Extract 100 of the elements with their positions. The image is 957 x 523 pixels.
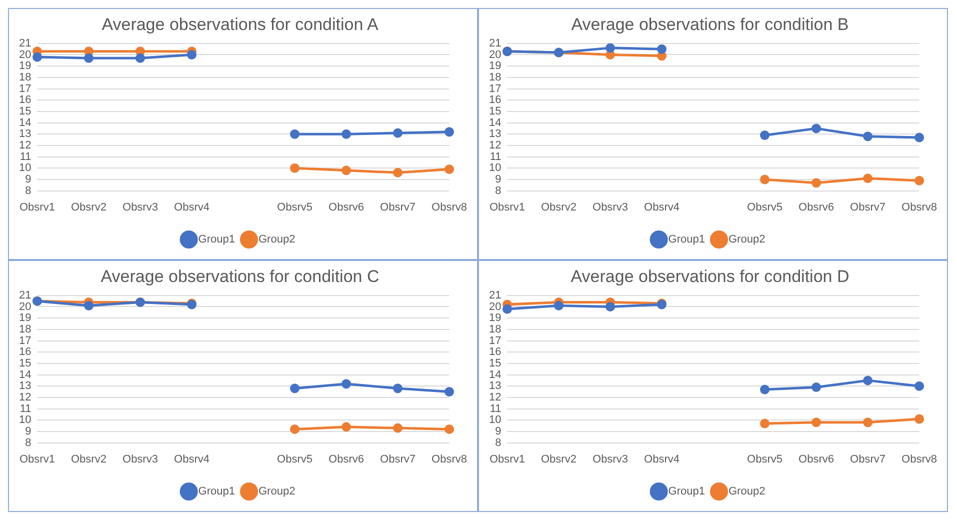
y-tick-label: 18: [488, 71, 502, 84]
y-tick-label: 18: [18, 323, 32, 336]
chart-title: Average observations for condition C: [100, 266, 380, 286]
x-tick-label: Obsrv4: [174, 201, 210, 214]
y-tick-label: 12: [488, 139, 502, 152]
x-tick-label: Obsrv6: [798, 201, 834, 214]
y-tick-label: 16: [18, 94, 32, 106]
x-tick-label: Obsrv1: [20, 453, 55, 466]
y-tick-label: 21: [488, 289, 502, 302]
y-tick-label: 15: [18, 105, 32, 118]
chart-title: Average observations for condition B: [571, 14, 849, 34]
y-tick-label: 20: [488, 300, 502, 313]
y-tick-label: 14: [18, 116, 32, 129]
x-tick-label: Obsrv7: [850, 201, 886, 214]
legend-label: Group2: [258, 234, 296, 246]
x-tick-label: Obsrv8: [902, 201, 938, 214]
x-tick-label: Obsrv2: [541, 201, 576, 214]
y-tick-label: 15: [488, 105, 502, 118]
y-tick-label: 20: [488, 48, 502, 61]
y-tick-label: 9: [495, 173, 502, 186]
x-tick-label: Obsrv6: [328, 453, 364, 466]
x-tick-label: Obsrv3: [122, 453, 158, 466]
y-tick-label: 8: [495, 436, 502, 449]
x-tick-label: Obsrv3: [122, 201, 158, 214]
x-tick-label: Obsrv5: [277, 201, 312, 214]
y-tick-label: 8: [25, 184, 32, 197]
y-tick-label: 13: [18, 380, 32, 392]
y-tick-label: 17: [18, 334, 32, 347]
x-tick-label: Obsrv5: [277, 453, 312, 466]
legend-label: Group2: [728, 486, 766, 498]
y-tick-label: 8: [25, 436, 32, 449]
chart-title: Average observations for condition D: [570, 266, 850, 286]
x-tick-label: Obsrv2: [71, 453, 106, 466]
y-tick-label: 10: [488, 414, 502, 426]
y-tick-label: 12: [488, 391, 502, 404]
x-tick-label: Obsrv8: [432, 453, 468, 466]
x-tick-label: Obsrv4: [644, 201, 680, 214]
y-tick-label: 16: [488, 94, 502, 106]
x-tick-label: Obsrv3: [592, 453, 628, 466]
x-tick-label: Obsrv6: [798, 453, 834, 466]
x-tick-label: Obsrv1: [20, 201, 55, 214]
y-tick-label: 16: [18, 346, 32, 358]
x-tick-label: Obsrv4: [644, 453, 680, 466]
legend-label: Group1: [198, 486, 236, 498]
y-tick-label: 14: [18, 368, 32, 381]
y-tick-label: 17: [488, 82, 502, 95]
legend-label: Group2: [728, 234, 766, 246]
legend-label: Group2: [258, 486, 296, 498]
y-tick-label: 17: [488, 334, 502, 347]
y-tick-label: 17: [18, 82, 32, 95]
y-tick-label: 11: [20, 150, 32, 163]
y-tick-label: 10: [18, 162, 32, 174]
y-tick-label: 11: [490, 150, 502, 163]
y-tick-label: 19: [488, 60, 502, 72]
y-tick-label: 18: [18, 71, 32, 84]
y-tick-label: 11: [20, 402, 32, 415]
x-tick-label: Obsrv8: [902, 453, 938, 466]
y-tick-label: 13: [488, 128, 502, 140]
y-tick-label: 9: [25, 173, 32, 186]
legend-label: Group1: [198, 234, 236, 246]
y-tick-label: 9: [495, 425, 502, 438]
y-tick-label: 13: [488, 380, 502, 392]
x-tick-label: Obsrv7: [380, 201, 416, 214]
y-tick-label: 15: [18, 357, 32, 370]
x-tick-label: Obsrv5: [747, 453, 782, 466]
y-tick-label: 10: [18, 414, 32, 426]
y-tick-label: 20: [18, 48, 32, 61]
legend-label: Group1: [668, 486, 706, 498]
y-tick-label: 11: [490, 402, 502, 415]
x-tick-label: Obsrv8: [432, 201, 468, 214]
y-tick-label: 18: [488, 323, 502, 336]
legend-label: Group1: [668, 234, 706, 246]
y-tick-label: 8: [495, 184, 502, 197]
y-tick-label: 14: [488, 116, 502, 129]
y-tick-label: 12: [18, 139, 32, 152]
y-tick-label: 21: [18, 289, 32, 302]
y-tick-label: 20: [18, 300, 32, 313]
x-tick-label: Obsrv5: [747, 201, 782, 214]
y-tick-label: 21: [18, 37, 32, 50]
x-tick-label: Obsrv4: [174, 453, 210, 466]
chart-title: Average observations for condition A: [102, 14, 379, 34]
x-tick-label: Obsrv1: [490, 201, 525, 214]
y-tick-label: 19: [18, 312, 32, 324]
y-tick-label: 13: [18, 128, 32, 140]
x-tick-label: Obsrv2: [71, 201, 106, 214]
y-tick-label: 16: [488, 346, 502, 358]
x-tick-label: Obsrv3: [592, 201, 628, 214]
x-tick-label: Obsrv7: [380, 453, 416, 466]
y-tick-label: 19: [18, 60, 32, 72]
y-tick-label: 21: [488, 37, 502, 50]
x-tick-label: Obsrv6: [328, 201, 364, 214]
x-tick-label: Obsrv2: [541, 453, 576, 466]
x-tick-label: Obsrv7: [850, 453, 886, 466]
x-tick-label: Obsrv1: [490, 453, 525, 466]
y-tick-label: 19: [488, 312, 502, 324]
y-tick-label: 12: [18, 391, 32, 404]
y-tick-label: 15: [488, 357, 502, 370]
y-tick-label: 9: [25, 425, 32, 438]
y-tick-label: 14: [488, 368, 502, 381]
y-tick-label: 10: [488, 162, 502, 174]
